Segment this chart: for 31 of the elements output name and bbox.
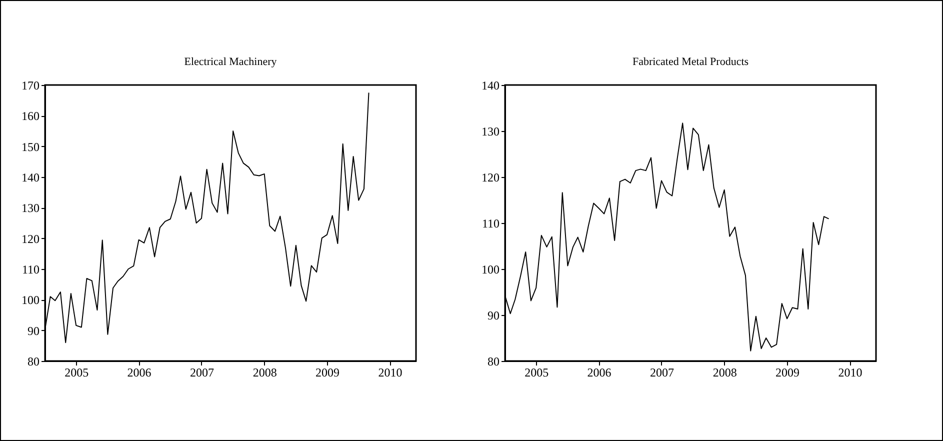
- y-tick-label: 80: [28, 354, 40, 368]
- x-tick-label: 2009: [776, 366, 800, 380]
- y-tick-label: 130: [22, 201, 40, 216]
- x-tick-label: 2005: [524, 366, 549, 380]
- y-tick-label: 140: [22, 170, 40, 184]
- x-tick-label: 2007: [190, 366, 214, 380]
- y-tick-label: 160: [22, 109, 40, 124]
- y-tick-label: 110: [22, 262, 40, 276]
- x-tick-label: 2008: [712, 366, 737, 380]
- x-tick-label: 2009: [316, 366, 340, 380]
- y-tick-label: 120: [22, 232, 40, 246]
- x-tick-label: 2010: [378, 366, 402, 380]
- x-tick-label: 2007: [650, 366, 674, 380]
- y-tick-label: 90: [488, 308, 500, 322]
- y-tick-label: 170: [22, 78, 40, 92]
- chart-title: Electrical Machinery: [184, 56, 278, 68]
- y-tick-label: 120: [482, 170, 500, 184]
- y-tick-label: 80: [488, 354, 500, 368]
- x-tick-label: 2010: [838, 366, 862, 380]
- y-tick-label: 90: [28, 324, 40, 338]
- y-tick-label: 100: [482, 262, 500, 276]
- x-tick-label: 2008: [252, 366, 277, 380]
- y-tick-label: 150: [22, 140, 40, 154]
- x-tick-label: 2006: [127, 366, 152, 380]
- x-tick-label: 2006: [587, 366, 612, 380]
- y-tick-label: 100: [22, 293, 40, 308]
- y-tick-label: 110: [482, 216, 500, 230]
- x-tick-label: 2005: [64, 366, 89, 380]
- y-tick-label: 140: [482, 78, 500, 92]
- y-tick-label: 130: [482, 124, 500, 138]
- chart-title: Fabricated Metal Products: [632, 56, 749, 68]
